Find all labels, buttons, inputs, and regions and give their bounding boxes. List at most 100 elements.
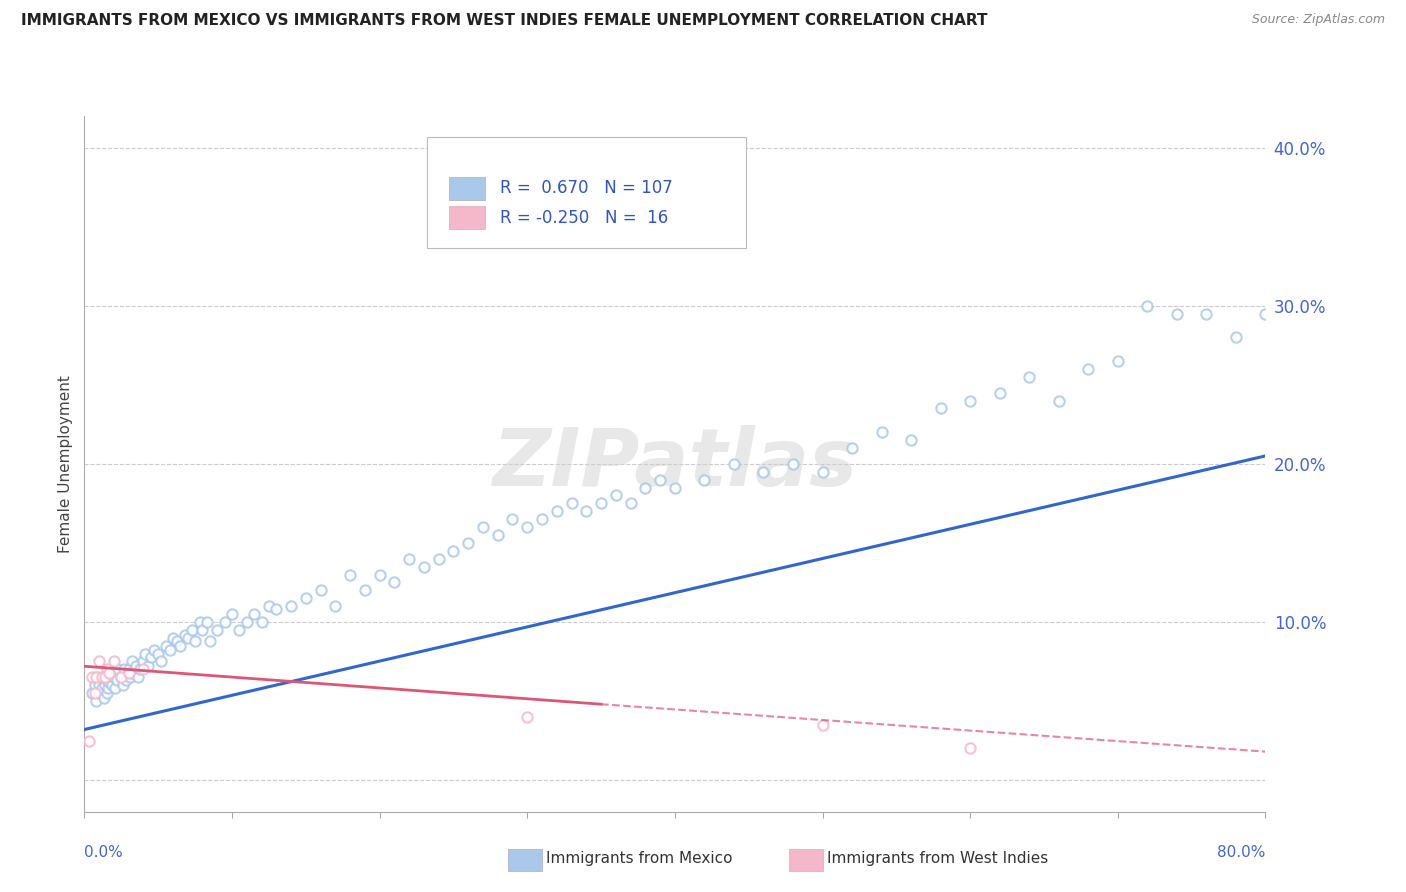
Text: Source: ZipAtlas.com: Source: ZipAtlas.com <box>1251 13 1385 27</box>
Point <box>664 481 686 495</box>
Point <box>250 615 273 629</box>
Point <box>80 670 103 684</box>
Point <box>104 681 127 696</box>
Point <box>1077 362 1099 376</box>
Point <box>94 670 117 684</box>
Point <box>339 567 361 582</box>
Point <box>214 615 236 629</box>
Point <box>619 496 641 510</box>
Point <box>560 496 583 510</box>
Point <box>96 686 118 700</box>
Point <box>139 649 162 664</box>
Point <box>97 681 120 696</box>
Point <box>243 607 266 621</box>
Point <box>841 441 863 455</box>
FancyBboxPatch shape <box>427 136 745 248</box>
Point <box>486 528 509 542</box>
Text: 0.0%: 0.0% <box>84 845 124 860</box>
Y-axis label: Female Unemployment: Female Unemployment <box>58 375 73 553</box>
FancyBboxPatch shape <box>450 177 485 200</box>
Point <box>98 665 121 680</box>
Point <box>91 670 114 684</box>
Point <box>83 686 105 700</box>
Text: ZIPatlas: ZIPatlas <box>492 425 858 503</box>
Point <box>127 670 149 684</box>
Point <box>103 655 125 669</box>
Point <box>280 599 302 614</box>
Point <box>177 631 200 645</box>
Point <box>723 457 745 471</box>
Point <box>129 662 152 676</box>
Point <box>166 634 188 648</box>
Point <box>87 686 111 700</box>
Point <box>121 655 143 669</box>
Point <box>134 647 156 661</box>
Point <box>693 473 716 487</box>
FancyBboxPatch shape <box>450 206 485 229</box>
Point <box>1254 307 1277 321</box>
Point <box>441 543 464 558</box>
Point <box>782 457 804 471</box>
Point <box>575 504 598 518</box>
Point <box>132 655 155 669</box>
Point <box>110 670 132 684</box>
Point <box>398 551 420 566</box>
Point <box>98 675 121 690</box>
Point <box>959 393 981 408</box>
Point <box>114 673 136 688</box>
Point <box>110 670 132 684</box>
Point <box>1136 299 1159 313</box>
Point <box>648 473 672 487</box>
Point <box>107 662 129 676</box>
Point <box>959 741 981 756</box>
Point <box>1018 369 1040 384</box>
Point <box>112 662 135 676</box>
Point <box>118 662 141 676</box>
Point <box>472 520 495 534</box>
Point <box>80 686 103 700</box>
Text: IMMIGRANTS FROM MEXICO VS IMMIGRANTS FROM WEST INDIES FEMALE UNEMPLOYMENT CORREL: IMMIGRANTS FROM MEXICO VS IMMIGRANTS FRO… <box>21 13 987 29</box>
Point <box>516 520 538 534</box>
Point <box>1195 307 1218 321</box>
Point <box>148 647 170 661</box>
Point <box>96 673 118 688</box>
Point <box>150 655 173 669</box>
Point <box>257 599 280 614</box>
Point <box>181 623 204 637</box>
Point <box>195 615 218 629</box>
Point <box>86 670 108 684</box>
Point <box>77 733 100 747</box>
Point <box>1166 307 1188 321</box>
Point <box>870 425 893 440</box>
Point <box>162 631 184 645</box>
Point <box>605 488 627 502</box>
Point <box>169 639 191 653</box>
Point <box>173 627 195 641</box>
Point <box>1284 299 1306 313</box>
Text: Immigrants from Mexico: Immigrants from Mexico <box>546 852 733 866</box>
Text: R = -0.250   N =  16: R = -0.250 N = 16 <box>501 210 668 227</box>
Point <box>900 433 922 447</box>
Point <box>118 665 141 680</box>
Point <box>368 567 391 582</box>
Point <box>91 681 114 696</box>
Point <box>929 401 952 416</box>
Point <box>132 662 155 676</box>
Point <box>125 659 148 673</box>
Point <box>136 659 159 673</box>
Point <box>100 670 122 684</box>
Point <box>427 551 450 566</box>
Point <box>105 673 128 688</box>
Point <box>111 678 134 692</box>
Point <box>96 662 118 676</box>
Point <box>120 670 142 684</box>
Point <box>811 717 834 731</box>
Point <box>530 512 553 526</box>
Point <box>191 623 214 637</box>
Point <box>84 694 107 708</box>
Point <box>155 639 177 653</box>
Point <box>184 634 207 648</box>
Point <box>122 665 145 680</box>
Point <box>94 678 117 692</box>
Point <box>516 710 538 724</box>
